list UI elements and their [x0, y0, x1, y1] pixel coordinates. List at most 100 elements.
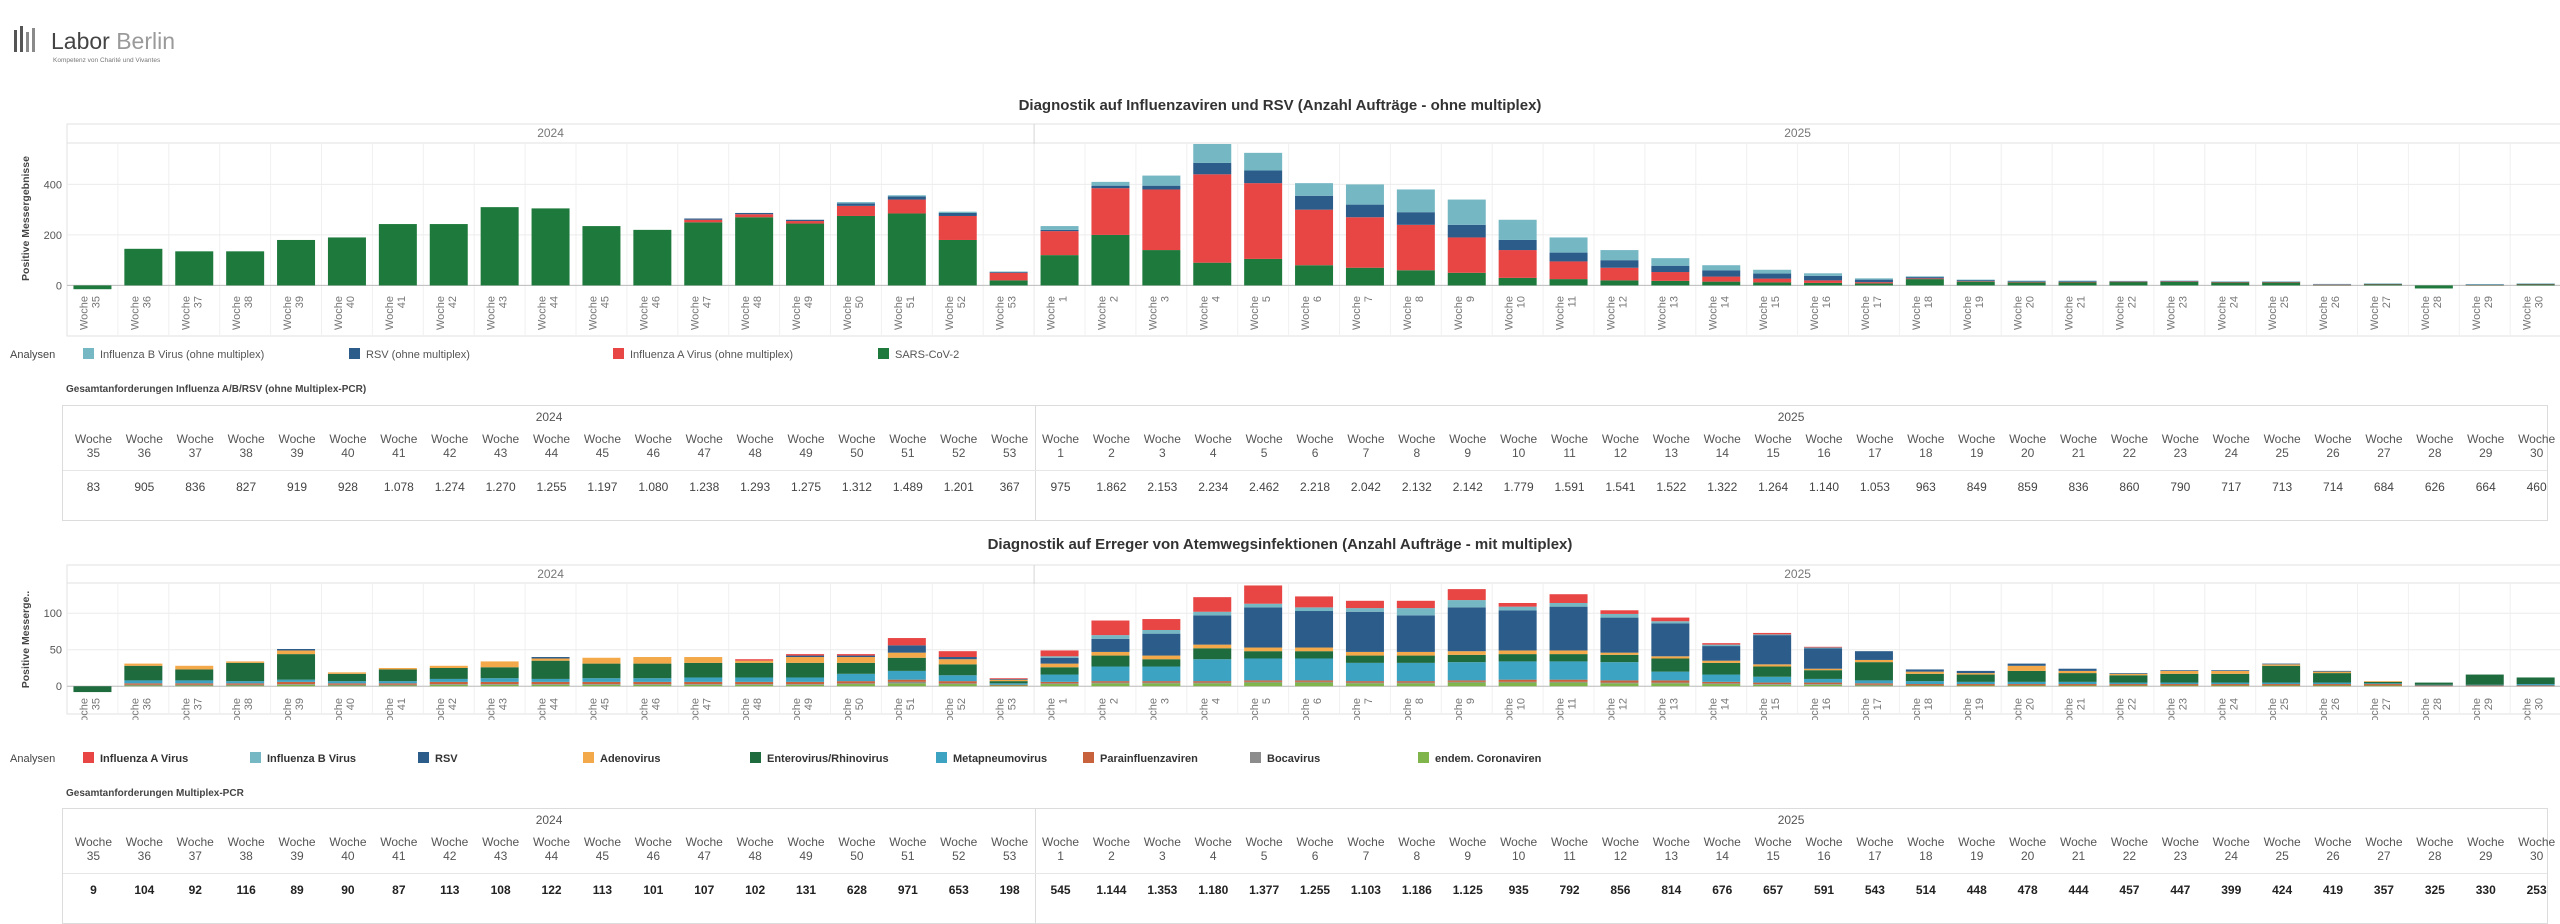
- chart1-xtick-label: 25: [2279, 296, 2291, 308]
- table1-value-cell: 849: [1966, 480, 1987, 494]
- table1-value-cell: 1.522: [1656, 480, 1687, 494]
- chart1-xtick-label: 5: [1261, 296, 1273, 302]
- table2-value-cell: 1.125: [1452, 883, 1483, 897]
- chart2-bar-segment: [2160, 684, 2199, 686]
- table1-value-cell: 1.489: [892, 480, 923, 494]
- chart2-bar-segment: [277, 684, 316, 685]
- chart2-bar-segment: [1091, 638, 1130, 652]
- chart2-bar-segment: [735, 659, 774, 661]
- chart2-bar-segment: [378, 667, 417, 670]
- chart2-bar-segment: [1396, 655, 1435, 663]
- chart1-bar-segment: [887, 195, 926, 197]
- chart1-bar-segment: [2313, 283, 2352, 285]
- table1-week-header: Woche 18: [1901, 432, 1951, 460]
- table2-week-word: Woche: [176, 835, 214, 849]
- table2-value-cell: 514: [1915, 883, 1936, 897]
- chart2-xtick-label: 39: [294, 698, 306, 710]
- chart1-bar-segment: [480, 207, 519, 286]
- table1-week-header: Woche 44: [527, 432, 577, 460]
- table1-week-word: Woche: [2263, 432, 2301, 446]
- chart2-xtick-label: 30: [2534, 698, 2546, 710]
- chart1-xtick-word: Woche: [689, 296, 701, 330]
- table2-week-number: 14: [1715, 849, 1729, 863]
- chart2-bar-segment: [2109, 684, 2148, 686]
- chart2-bar-segment: [1091, 655, 1130, 667]
- chart2-bar-segment: [2160, 673, 2199, 683]
- table1-value-cell: 836: [2068, 480, 2089, 494]
- chart2-bar-segment: [989, 681, 1028, 684]
- chart2-bar-segment: [1956, 684, 1995, 686]
- table2-value-cell: 131: [796, 883, 817, 897]
- chart2-bar-segment: [226, 661, 265, 663]
- chart1-bar-segment: [1905, 277, 1944, 279]
- chart2-bar-segment: [124, 683, 163, 685]
- chart1-bar-segment: [1753, 273, 1792, 279]
- chart2-bar-segment: [1498, 610, 1537, 651]
- chart2-xtick-word: Woche: [2267, 698, 2279, 720]
- table1-value-cell: 1.264: [1758, 480, 1789, 494]
- chart2-bar-segment: [2058, 670, 2097, 674]
- chart1-ylabel: Positive Messergebnisse: [20, 156, 32, 281]
- chart2-xtick-label: 53: [1007, 698, 1019, 710]
- table2-value-cell: 9: [90, 883, 97, 897]
- chart2-xtick-label: 12: [1617, 698, 1629, 710]
- chart2-bar-segment: [175, 680, 214, 684]
- chart2-bar-segment: [1345, 662, 1384, 682]
- table1-week-word: Woche: [1245, 432, 1283, 446]
- table2-value-cell: 108: [490, 883, 511, 897]
- table1-week-word: Woche: [1449, 432, 1487, 446]
- chart2-xtick-word: Woche: [1198, 698, 1210, 720]
- chart2-bar-segment: [735, 684, 774, 687]
- table2-value-cell: 1.144: [1096, 883, 1127, 897]
- table2-week-number: 52: [952, 849, 966, 863]
- table2-week-number: 5: [1260, 849, 1268, 863]
- chart2-bar-segment: [2160, 670, 2199, 671]
- chart2-xtick-word: Woche: [333, 698, 345, 720]
- chart1-xtick-word: Woche: [384, 296, 396, 330]
- chart2-bar-segment: [2058, 668, 2097, 671]
- chart2-bar-segment: [531, 684, 570, 687]
- table2-week-word: Woche: [2212, 835, 2250, 849]
- chart2-legend-item: RSV: [418, 752, 458, 765]
- chart2-legend: Analysen Influenza A Virus Influenza B Vi…: [0, 750, 2560, 770]
- chart2-bar-segment: [1651, 656, 1690, 659]
- table2-week-number: 27: [2377, 849, 2391, 863]
- chart1-bar-segment: [938, 211, 977, 213]
- table2-week-header: Woche 40: [323, 835, 373, 863]
- table2-week-number: 36: [137, 849, 152, 863]
- chart2-xtick-label: 26: [2330, 698, 2342, 710]
- table1-value-cell: 684: [2373, 480, 2394, 494]
- chart2-bar-segment: [1244, 607, 1283, 648]
- chart2-bar-segment: [2262, 682, 2301, 685]
- chart2-bar-segment: [1295, 681, 1334, 683]
- chart1-bar-segment: [1956, 281, 1995, 282]
- chart2-ytick-label: 50: [50, 645, 62, 657]
- chart1-bar-segment: [1142, 189, 1181, 251]
- table2-value-cell: 122: [541, 883, 562, 897]
- chart2-bar-segment: [2363, 681, 2402, 684]
- table1-week-number: 23: [2173, 446, 2188, 460]
- chart1-bar-segment: [1905, 278, 1944, 280]
- chart2-legend-text: Influenza B Virus: [267, 753, 357, 765]
- table2-value-cell: 92: [188, 883, 202, 897]
- chart1-ytick-label: 0: [56, 280, 62, 292]
- chart1-year-label: 2025: [1784, 126, 1811, 140]
- table1-value-cell: 1.541: [1605, 480, 1636, 494]
- chart2-bar-segment: [2007, 665, 2046, 671]
- table1-week-word: Woche: [329, 432, 367, 446]
- table1-week-word: Woche: [1754, 432, 1792, 446]
- chart1-bar-segment: [1804, 273, 1843, 276]
- table1-week-header: Woche 36: [119, 432, 169, 460]
- table2-value-cell: 676: [1712, 883, 1733, 897]
- chart2-bar-segment: [1244, 585, 1283, 604]
- chart2-legend-item: endem. Coronaviren: [1418, 752, 1541, 765]
- table2-week-header: Woche 16: [1799, 835, 1849, 863]
- chart1-bar-segment: [1040, 229, 1079, 232]
- chart2-bar-segment: [735, 660, 774, 663]
- table1-value-cell: 2.218: [1300, 480, 1331, 494]
- table1-value-cell: 1.053: [1859, 480, 1890, 494]
- chart2-bar-segment: [1040, 684, 1079, 687]
- chart1-bar-segment: [2007, 281, 2046, 283]
- table2-week-header: Woche 3: [1137, 835, 1187, 863]
- chart1-bar-segment: [1753, 269, 1792, 274]
